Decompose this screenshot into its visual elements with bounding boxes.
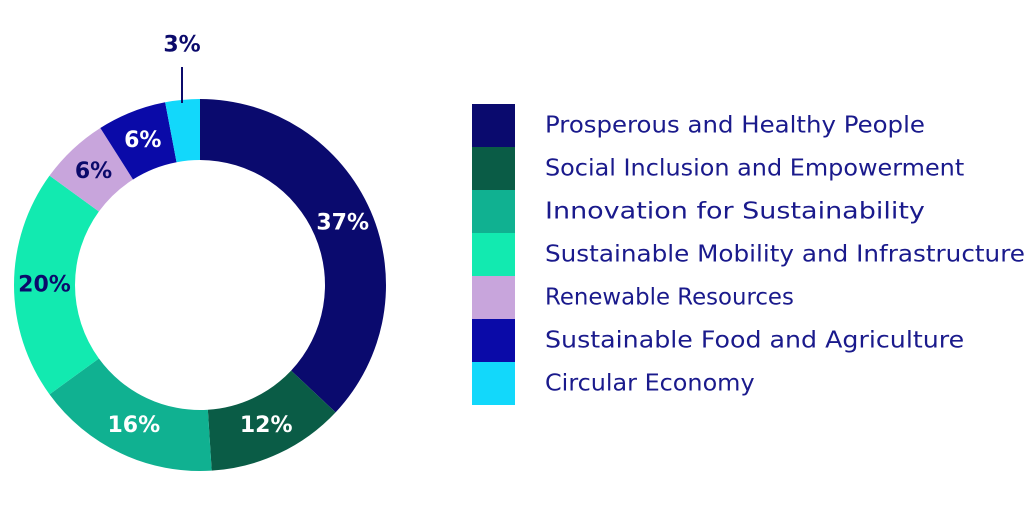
data-label-circular-economy: 3% (163, 33, 200, 58)
data-label-sustainable-food-and-agriculture: 6% (124, 128, 161, 153)
donut-slices (13, 99, 387, 471)
slice-circular-economy (165, 99, 200, 163)
legend: Prosperous and Healthy People Social Incl… (472, 104, 1025, 405)
legend-label-sustainable-mobility-and-infrastructure: Sustainable Mobility and Infrastructure (545, 242, 1025, 268)
data-label-innovation-for-sustainability: 16% (107, 413, 160, 438)
legend-swatch-renewable-resources (472, 276, 515, 319)
legend-swatch-sustainable-food-and-agriculture (472, 319, 515, 362)
slice-sustainable-mobility-and-infrastructure (13, 175, 99, 395)
legend-label-social-inclusion-and-empowerment: Social Inclusion and Empowerment (545, 156, 964, 182)
data-label-renewable-resources: 6% (75, 159, 112, 184)
data-label-prosperous-and-healthy-people: 37% (316, 211, 369, 236)
slice-renewable-resources (49, 127, 134, 212)
legend-label-prosperous-and-healthy-people: Prosperous and Healthy People (545, 113, 925, 139)
legend-swatch-circular-economy (472, 362, 515, 405)
legend-label-innovation-for-sustainability: Innovation for Sustainability (545, 199, 925, 225)
legend-swatch-sustainable-mobility-and-infrastructure (472, 233, 515, 276)
legend-swatch-prosperous-and-healthy-people (472, 104, 515, 147)
data-label-sustainable-mobility-and-infrastructure: 20% (18, 273, 71, 298)
legend-swatch-innovation-for-sustainability (472, 190, 515, 233)
legend-swatch-social-inclusion-and-empowerment (472, 147, 515, 190)
data-label-social-inclusion-and-empowerment: 12% (240, 413, 293, 438)
slice-sustainable-food-and-agriculture (100, 102, 177, 180)
legend-label-renewable-resources: Renewable Resources (545, 285, 794, 311)
slice-prosperous-and-healthy-people (200, 99, 387, 413)
slice-social-inclusion-and-empowerment (207, 370, 336, 471)
legend-label-circular-economy: Circular Economy (545, 371, 755, 397)
legend-label-sustainable-food-and-agriculture: Sustainable Food and Agriculture (545, 328, 964, 354)
slice-innovation-for-sustainability (49, 358, 212, 471)
data-labels: 37% 12% 16% 20% 6% 6% 3% (18, 33, 369, 439)
